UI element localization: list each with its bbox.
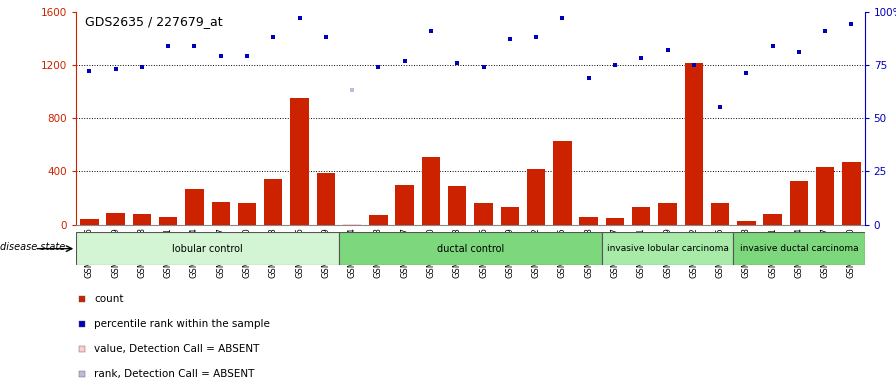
Bar	[395, 185, 414, 225]
Bar	[842, 162, 861, 225]
Text: invasive lobular carcinoma: invasive lobular carcinoma	[607, 244, 728, 253]
Bar	[448, 186, 467, 225]
Bar	[733, 232, 865, 265]
Bar	[264, 179, 282, 225]
Bar	[553, 141, 572, 225]
Bar	[527, 169, 546, 225]
Bar	[76, 232, 339, 265]
Text: invasive ductal carcinoma: invasive ductal carcinoma	[739, 244, 858, 253]
Bar	[632, 207, 650, 225]
Bar	[159, 217, 177, 225]
Bar	[763, 214, 782, 225]
Bar	[316, 173, 335, 225]
Text: lobular control: lobular control	[172, 243, 243, 254]
Bar	[711, 204, 729, 225]
Bar	[211, 202, 230, 225]
Bar	[339, 232, 602, 265]
Bar	[474, 204, 493, 225]
Bar	[685, 63, 703, 225]
Text: GDS2635 / 227679_at: GDS2635 / 227679_at	[85, 15, 223, 28]
Bar	[606, 218, 625, 225]
Bar	[659, 204, 676, 225]
Bar	[343, 224, 361, 225]
Text: count: count	[94, 294, 124, 304]
Text: percentile rank within the sample: percentile rank within the sample	[94, 319, 270, 329]
Text: disease state: disease state	[0, 242, 65, 252]
Bar	[602, 232, 733, 265]
Bar	[133, 214, 151, 225]
Bar	[237, 204, 256, 225]
Bar	[580, 217, 598, 225]
Bar	[737, 221, 755, 225]
Bar	[290, 98, 309, 225]
Bar	[789, 181, 808, 225]
Bar	[816, 167, 834, 225]
Bar	[185, 189, 203, 225]
Bar	[501, 207, 519, 225]
Bar	[107, 213, 125, 225]
Text: value, Detection Call = ABSENT: value, Detection Call = ABSENT	[94, 344, 260, 354]
Bar	[80, 219, 99, 225]
Bar	[422, 157, 440, 225]
Text: rank, Detection Call = ABSENT: rank, Detection Call = ABSENT	[94, 369, 254, 379]
Text: ductal control: ductal control	[436, 243, 504, 254]
Bar	[369, 215, 388, 225]
